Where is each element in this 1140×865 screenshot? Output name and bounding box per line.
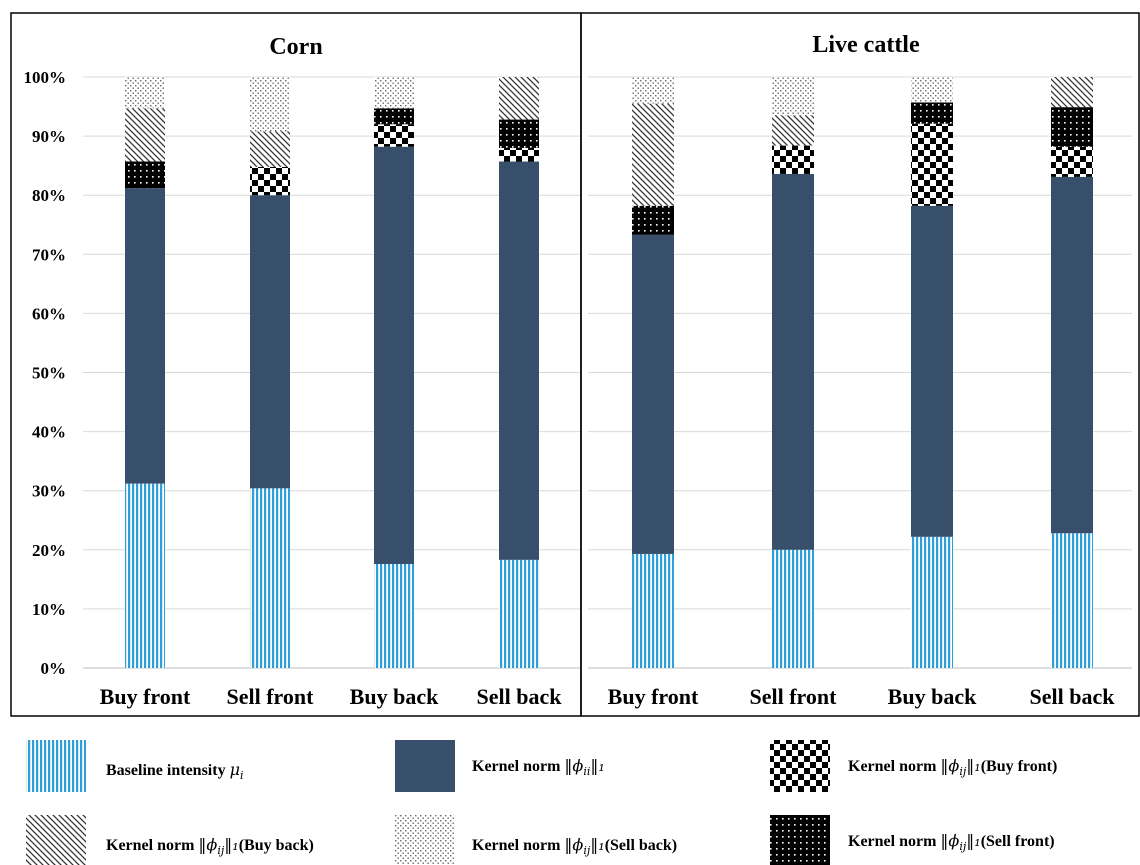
category-labels: Buy front Sell front Buy back Sell back Buy … xyxy=(100,684,1116,709)
category-label: Buy back xyxy=(888,684,977,709)
bar-segment-self xyxy=(632,234,674,554)
bar-segment-self xyxy=(374,146,414,564)
bar-segment-buy_back xyxy=(1051,77,1093,108)
y-axis-ticks: 0% 10% 20% 30% 40% 50% 60% 70% 80% 90% 100% xyxy=(24,68,67,678)
bar-segment-buy_front xyxy=(250,166,290,196)
y-tick-label: 10% xyxy=(32,600,66,619)
y-tick-label: 60% xyxy=(32,304,66,323)
category-label: Buy front xyxy=(608,684,699,709)
legend-swatch-buy_back xyxy=(26,815,86,865)
bar-segment-baseline xyxy=(499,559,539,668)
bar-segment-sell_back xyxy=(125,77,165,109)
bar-segment-self xyxy=(911,205,953,537)
y-tick-label: 20% xyxy=(32,541,66,560)
bar-segment-baseline xyxy=(250,488,290,668)
bar-segment-baseline xyxy=(374,563,414,668)
bar-segment-self xyxy=(250,195,290,489)
legend-label-buy_back: Kernel norm ‖ϕij‖₁(Buy back) xyxy=(106,835,314,857)
category-label: Sell front xyxy=(750,684,838,709)
bar-segment-sell_front xyxy=(374,108,414,125)
corn-panel-frame xyxy=(10,12,582,717)
legend-label-buy_front: Kernel norm ‖ϕij‖₁(Buy front) xyxy=(848,756,1057,778)
bar-segment-sell_back xyxy=(911,77,953,103)
legend-swatch-baseline xyxy=(26,740,86,792)
bar-segment-self xyxy=(499,161,539,560)
legend-swatch-sell_front xyxy=(770,815,830,865)
gridlines xyxy=(83,76,1132,669)
bar-segment-sell_back xyxy=(632,77,674,104)
legend-label-baseline: Baseline intensity μi xyxy=(106,760,244,782)
bar-segment-sell_front xyxy=(125,161,165,189)
bar-segment-buy_back xyxy=(632,103,674,206)
bar-segment-baseline xyxy=(911,536,953,668)
category-label: Sell back xyxy=(1030,684,1116,709)
bar-segment-buy_back xyxy=(125,108,165,162)
bar-segment-self xyxy=(1051,176,1093,534)
bar-segment-buy_front xyxy=(1051,146,1093,177)
legend-swatch-self xyxy=(395,740,455,792)
bar-segment-sell_front xyxy=(911,102,953,124)
y-tick-label: 50% xyxy=(32,364,66,383)
category-label: Buy back xyxy=(350,684,439,709)
category-label: Sell back xyxy=(477,684,563,709)
legend-swatch-sell_back xyxy=(395,815,455,865)
bar-segment-baseline xyxy=(125,483,165,668)
legend-swatch-buy_front xyxy=(770,740,830,792)
bar-segment-self xyxy=(125,188,165,484)
y-tick-label: 70% xyxy=(32,245,66,264)
bar-segment-self xyxy=(772,173,814,550)
legend: Baseline intensity μi Kernel norm ‖ϕii‖₁ K… xyxy=(26,740,1057,865)
bar-segment-baseline xyxy=(632,553,674,668)
y-tick-label: 0% xyxy=(41,659,67,678)
live-cattle-panel-frame xyxy=(580,12,1140,717)
bar-segment-buy_front xyxy=(772,145,814,174)
category-label: Buy front xyxy=(100,684,191,709)
y-tick-label: 100% xyxy=(24,68,67,87)
bar-segment-buy_front xyxy=(374,124,414,147)
bar-segment-baseline xyxy=(772,549,814,668)
bar-segment-sell_back xyxy=(772,77,814,116)
bars xyxy=(125,77,1093,668)
category-label: Sell front xyxy=(227,684,315,709)
legend-label-sell_front: Kernel norm ‖ϕij‖₁(Sell front) xyxy=(848,831,1055,853)
y-tick-label: 90% xyxy=(32,127,66,146)
legend-label-sell_back: Kernel norm ‖ϕij‖₁(Sell back) xyxy=(472,835,677,857)
bar-segment-buy_back xyxy=(250,131,290,167)
bar-segment-sell_front xyxy=(632,205,674,235)
y-tick-label: 40% xyxy=(32,423,66,442)
bar-segment-sell_front xyxy=(1051,107,1093,147)
bar-segment-buy_back xyxy=(499,77,539,120)
corn-panel-title: Corn xyxy=(269,34,322,60)
bar-segment-sell_back xyxy=(250,77,290,132)
legend-label-self: Kernel norm ‖ϕii‖₁ xyxy=(472,756,605,778)
bar-segment-buy_front xyxy=(499,147,539,162)
bar-segment-buy_front xyxy=(911,123,953,206)
live-cattle-panel-title: Live cattle xyxy=(812,32,920,58)
bar-segment-sell_back xyxy=(374,77,414,109)
bar-segment-baseline xyxy=(1051,533,1093,668)
y-tick-label: 30% xyxy=(32,482,66,501)
bar-segment-sell_front xyxy=(499,119,539,148)
bar-segment-buy_back xyxy=(772,115,814,146)
y-tick-label: 80% xyxy=(32,186,66,205)
